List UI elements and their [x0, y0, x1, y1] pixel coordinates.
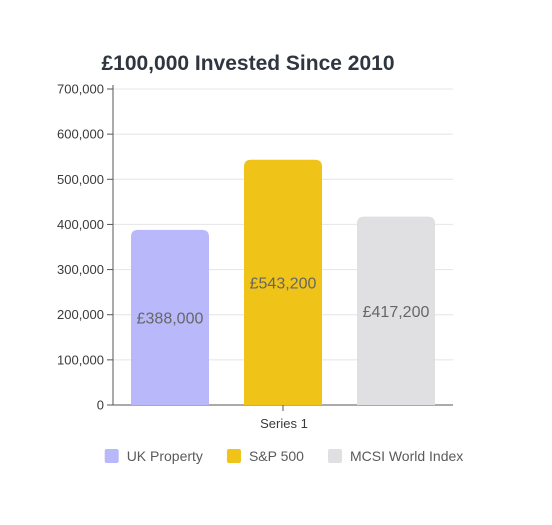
- legend-label: MCSI World Index: [350, 448, 463, 464]
- y-tick-label: 200,000: [57, 307, 104, 322]
- x-tick-label: Series 1: [260, 416, 308, 431]
- bars: [131, 159, 435, 405]
- y-tick-label: 500,000: [57, 172, 104, 187]
- y-tick-label: 0: [97, 398, 104, 413]
- data-label: £417,200: [363, 304, 430, 321]
- legend-swatch: [104, 449, 119, 463]
- y-tick-label: 300,000: [57, 262, 104, 277]
- bar-uk-property: [131, 229, 209, 405]
- legend-swatch: [226, 449, 241, 463]
- y-tick-label: 400,000: [57, 217, 104, 232]
- bar-s-p-500: [244, 159, 322, 405]
- data-label: £543,200: [250, 275, 317, 292]
- legend: UK Property S&P 500 MCSI World Index: [104, 448, 463, 464]
- chart-title: £100,000 Invested Since 2010: [101, 52, 394, 75]
- y-tick-label: 700,000: [57, 82, 104, 97]
- legend-swatch: [327, 449, 342, 463]
- bar-mcsi-world-index: [357, 216, 435, 405]
- y-tick-label: 100,000: [57, 352, 104, 367]
- y-tick-label: 600,000: [57, 127, 104, 142]
- data-labels: £388,000 £543,200 £417,200: [137, 275, 430, 327]
- legend-label: UK Property: [127, 448, 203, 464]
- data-label: £388,000: [137, 310, 204, 327]
- legend-label: S&P 500: [249, 448, 304, 464]
